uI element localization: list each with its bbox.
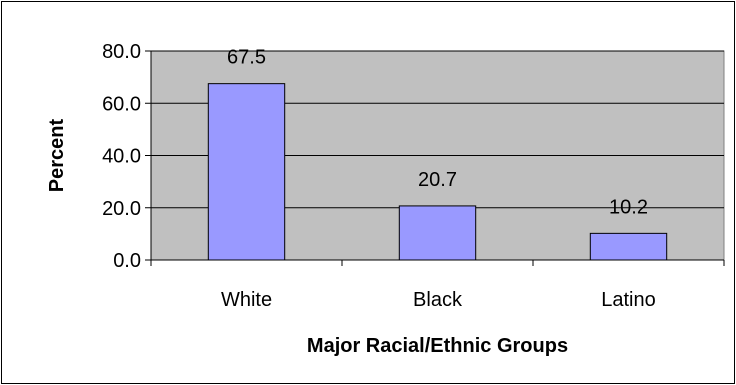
data-label-white: 67.5 bbox=[227, 47, 266, 69]
y-axis-title: Percent bbox=[46, 118, 68, 192]
y-tick-label: 60.0 bbox=[102, 93, 141, 115]
category-label-white: White bbox=[221, 289, 272, 311]
y-tick-label: 80.0 bbox=[102, 41, 141, 63]
x-axis-ticks: White Black Latino bbox=[150, 260, 725, 311]
x-axis-title: Major Racial/Ethnic Groups bbox=[307, 335, 568, 357]
y-axis-ticks: 0.0 20.0 40.0 60.0 80.0 bbox=[102, 41, 151, 272]
bars bbox=[207, 83, 668, 261]
data-labels: 67.5 20.7 10.2 bbox=[227, 47, 648, 219]
category-label-black: Black bbox=[413, 289, 463, 311]
y-tick-label: 20.0 bbox=[102, 198, 141, 220]
bar-black bbox=[398, 205, 477, 261]
bar-white bbox=[207, 83, 286, 261]
data-label-black: 20.7 bbox=[418, 169, 457, 191]
bar-latino bbox=[589, 232, 668, 261]
data-label-latino: 10.2 bbox=[609, 196, 648, 218]
y-tick-label: 40.0 bbox=[102, 146, 141, 168]
y-tick-label: 0.0 bbox=[113, 250, 141, 272]
category-label-latino: Latino bbox=[601, 289, 656, 311]
